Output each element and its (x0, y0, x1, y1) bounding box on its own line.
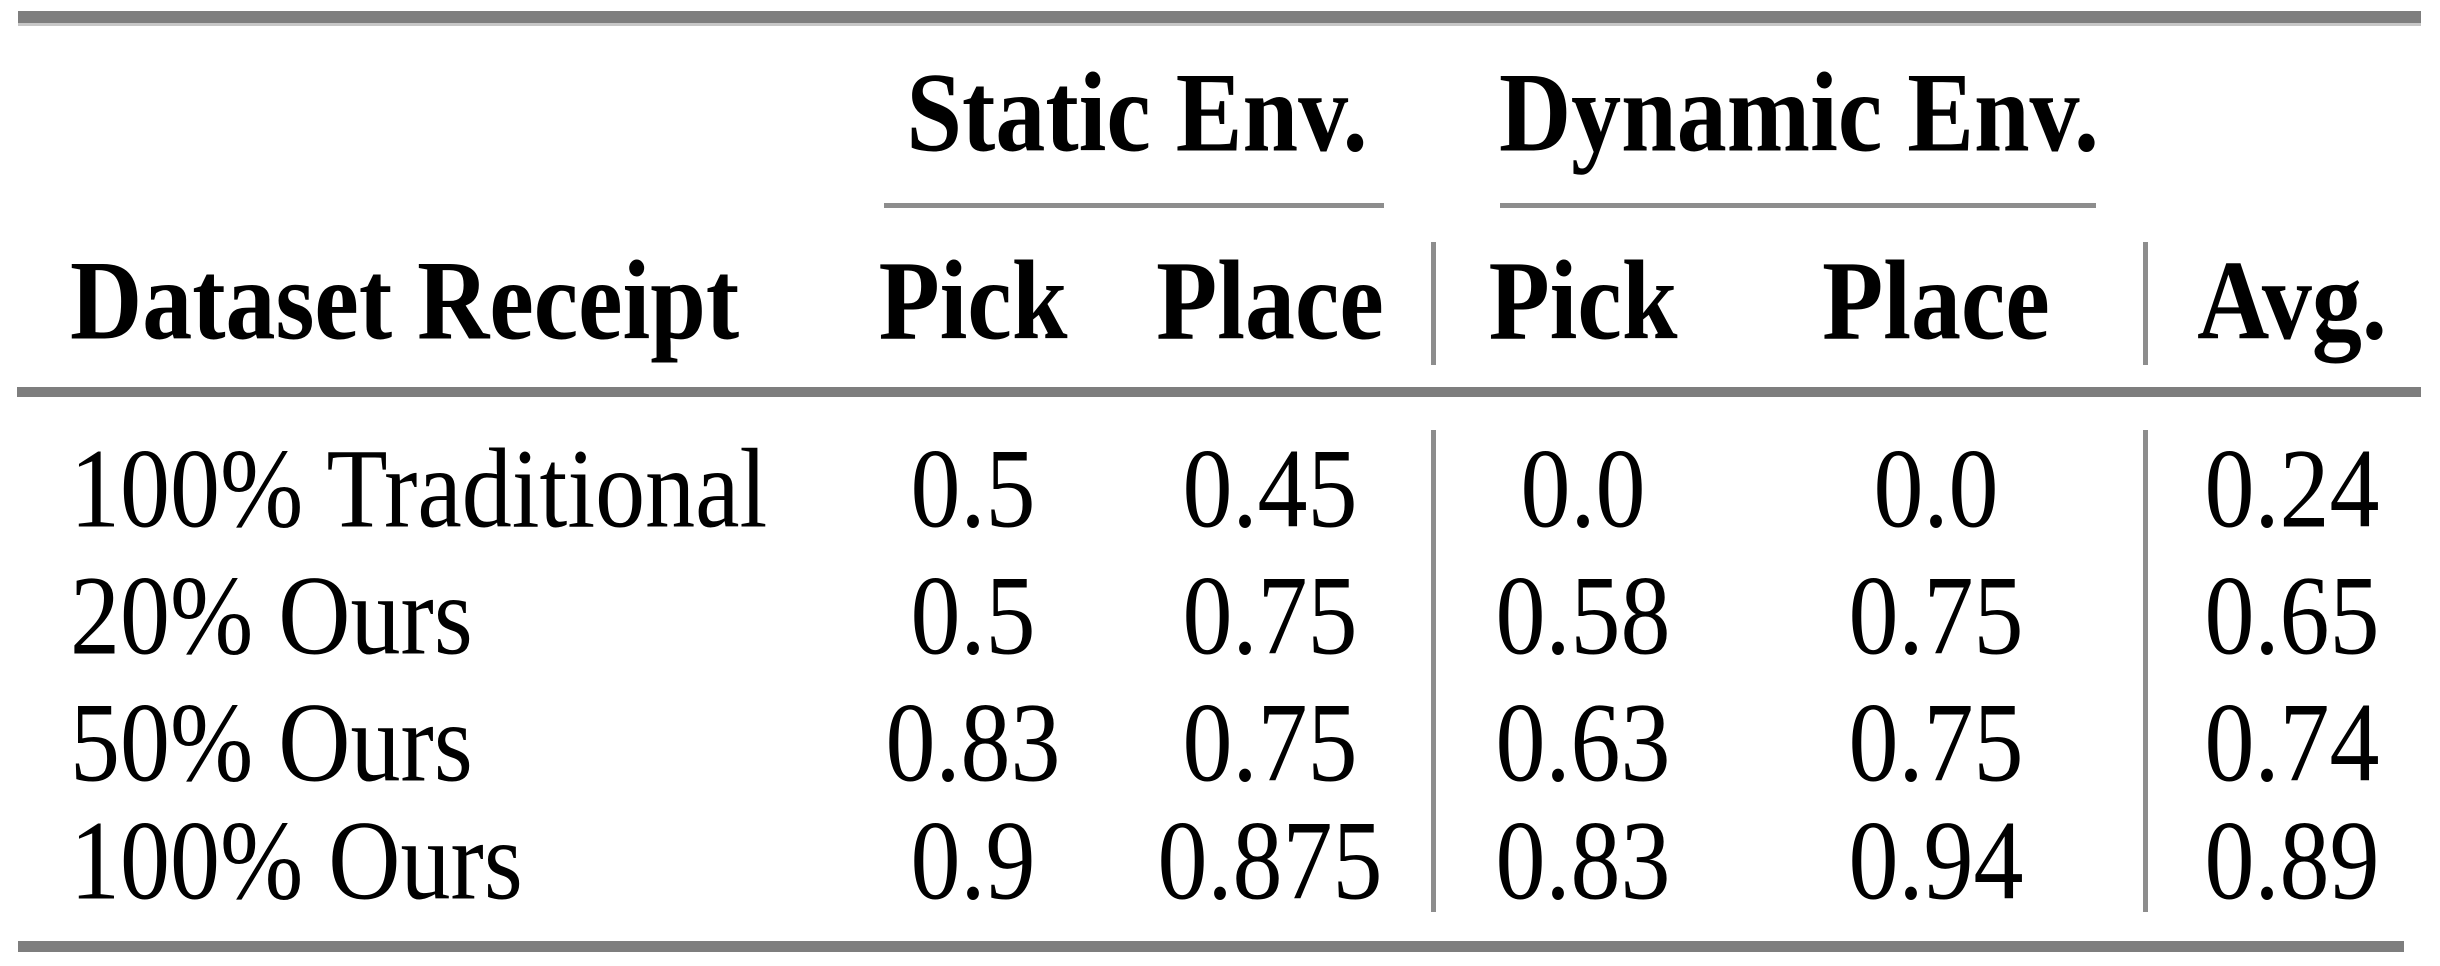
cell-dynamic-pick: 0.83 (1495, 797, 1671, 924)
cell-avg: 0.65 (2204, 552, 2380, 679)
vertical-rule-1-body (1431, 430, 1436, 912)
cell-static-place: 0.875 (1157, 797, 1383, 924)
column-header-dynamic-pick: Pick (1488, 237, 1678, 364)
header-mid-rule (17, 387, 2421, 397)
top-rule (18, 11, 2421, 26)
cell-dynamic-place: 0.94 (1848, 797, 2024, 924)
row-label: 100% Traditional (70, 425, 768, 552)
cell-static-pick: 0.5 (910, 425, 1036, 552)
cell-avg: 0.24 (2204, 425, 2380, 552)
cell-static-pick: 0.5 (910, 552, 1036, 679)
cell-static-place: 0.45 (1182, 425, 1358, 552)
bottom-rule (18, 941, 2404, 952)
row-label: 50% Ours (70, 679, 473, 806)
cell-dynamic-pick: 0.58 (1495, 552, 1671, 679)
cell-dynamic-place: 0.0 (1873, 425, 1999, 552)
dynamic-cmidrule (1500, 203, 2096, 208)
cell-static-pick: 0.83 (885, 679, 1061, 806)
cell-avg: 0.74 (2204, 679, 2380, 806)
cell-dynamic-pick: 0.63 (1495, 679, 1671, 806)
column-header-static-pick: Pick (878, 237, 1068, 364)
cell-static-place: 0.75 (1182, 552, 1358, 679)
vertical-rule-2-body (2143, 430, 2148, 912)
static-cmidrule (884, 203, 1384, 208)
cell-avg: 0.89 (2204, 797, 2380, 924)
vertical-rule-1-header (1431, 242, 1436, 365)
cell-dynamic-place: 0.75 (1848, 679, 2024, 806)
group-header-static: Static Env. (906, 49, 1368, 176)
group-header-dynamic: Dynamic Env. (1498, 49, 2100, 176)
column-header-dynamic-place: Place (1822, 237, 2050, 364)
column-header-dataset-receipt: Dataset Receipt (70, 237, 740, 364)
cell-static-place: 0.75 (1182, 679, 1358, 806)
column-header-avg: Avg. (2197, 237, 2387, 364)
row-label: 100% Ours (70, 797, 523, 924)
row-label: 20% Ours (70, 552, 473, 679)
vertical-rule-2-header (2143, 242, 2148, 365)
column-header-static-place: Place (1156, 237, 1384, 364)
cell-dynamic-pick: 0.0 (1520, 425, 1646, 552)
cell-static-pick: 0.9 (910, 797, 1036, 924)
cell-dynamic-place: 0.75 (1848, 552, 2024, 679)
